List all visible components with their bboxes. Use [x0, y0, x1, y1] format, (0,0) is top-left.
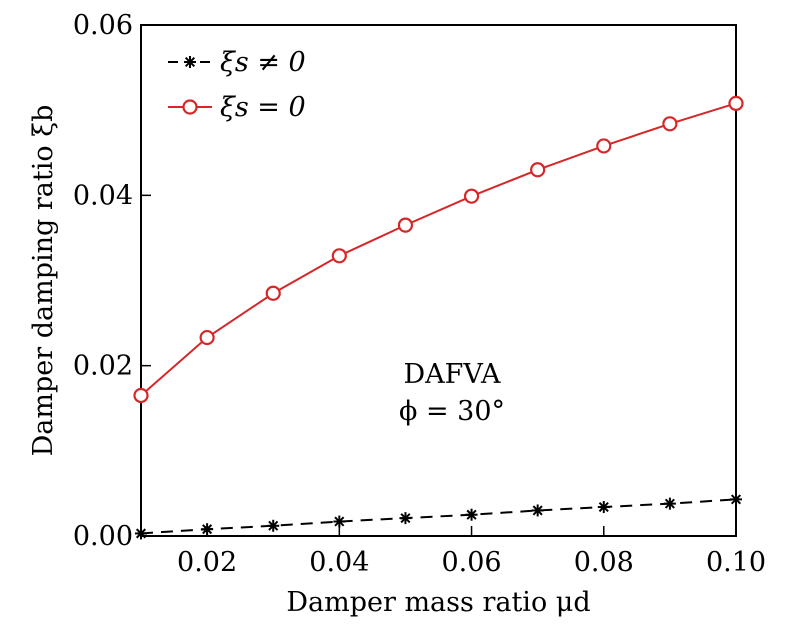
data-point: [463, 188, 480, 204]
x-tick-label: 0.06: [441, 547, 501, 578]
legend-item: ξs ≠ 0: [168, 47, 306, 78]
data-point: [728, 95, 744, 111]
annotation-model: DAFVA: [403, 359, 501, 390]
data-point: [331, 248, 347, 264]
legend-label: ξs = 0: [220, 92, 306, 123]
y-tick-label: 0.04: [73, 180, 133, 211]
data-point: [399, 512, 412, 525]
data-point: [663, 497, 676, 510]
data-point: [199, 329, 215, 346]
data-point: [730, 493, 742, 506]
data-point: [465, 508, 478, 521]
data-point: [397, 217, 414, 233]
series-xi-s-nonzero: [135, 493, 742, 540]
data-point: [135, 527, 147, 540]
data-point: [530, 162, 546, 178]
data-point: [597, 501, 610, 514]
series-line: [140, 102, 737, 397]
legend: ξs ≠ 0 ξs = 0: [168, 47, 306, 123]
plot-border: [140, 24, 737, 537]
data-point: [531, 504, 544, 517]
plot-frame: [140, 24, 737, 537]
series-xi-s-zero: [133, 95, 744, 404]
data-point: [201, 523, 214, 536]
y-axis-label: Damper damping ratio ξb: [28, 105, 59, 457]
data-point: [267, 519, 280, 532]
data-point: [265, 285, 281, 301]
x-axis-label: Damper mass ratio μd: [286, 587, 590, 618]
series-layer: [133, 95, 744, 540]
data-point: [133, 387, 149, 404]
y-tick-label: 0.02: [73, 351, 133, 382]
legend-item: ξs = 0: [168, 92, 306, 123]
legend-marker: [184, 56, 196, 68]
x-axis-ticks: 0.02 0.04 0.06 0.08 0.10: [177, 526, 766, 578]
x-tick-label: 0.10: [706, 547, 766, 578]
x-tick-label: 0.04: [309, 547, 369, 578]
series-line: [140, 498, 737, 535]
y-axis-ticks: 0.00 0.02 0.04 0.06: [73, 10, 151, 552]
data-point: [662, 116, 678, 132]
legend-label: ξs ≠ 0: [220, 47, 306, 78]
annotation-angle: ϕ = 30°: [399, 396, 505, 427]
data-point: [596, 138, 612, 154]
legend-marker: [182, 99, 198, 115]
x-tick-label: 0.02: [177, 547, 237, 578]
x-tick-label: 0.08: [574, 547, 634, 578]
data-point: [333, 515, 346, 528]
y-tick-label: 0.00: [73, 521, 133, 552]
y-tick-label: 0.06: [73, 10, 133, 41]
